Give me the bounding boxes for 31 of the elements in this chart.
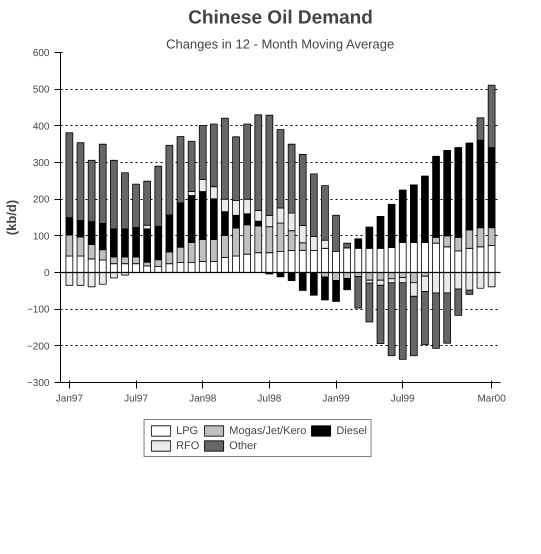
legend-label: RFO [176,439,200,452]
bar [366,282,374,322]
y-axis-title: (kb/d) [4,200,19,236]
legend-label: Diesel [336,424,367,437]
legend-label: Mogas/Jet/Kero [229,424,306,437]
legend-label: Other [229,439,257,452]
y-tick-label: 300 [32,158,50,169]
y-tick-label: −200 [26,341,50,352]
y-tick-label: 200 [32,194,50,206]
y-tick-label: 500 [32,84,50,96]
y-tick-label: −300 [26,378,50,389]
x-tick-label: Jan97 [56,394,84,404]
y-tick-label: 400 [32,121,50,132]
y-tick-label: 100 [32,231,50,242]
y-tick-label: 600 [32,48,50,59]
x-tick-label: Mar00 [477,394,506,404]
bar [188,140,196,192]
bar [143,180,152,226]
x-tick-label: Jan98 [189,394,217,404]
chart-title: Chinese Oil Demand [188,8,373,28]
y-tick-label: −100 [26,304,50,316]
chart-subtitle: Changes in 12 - Month Moving Average [166,36,394,52]
x-tick-label: Jul99 [390,394,416,404]
x-tick-label: Jul97 [124,394,148,404]
y-tick-label: 0 [44,268,50,279]
legend-label: LPG [176,424,198,437]
bar [143,228,152,263]
x-tick-label: Jan99 [322,394,350,404]
bar [354,276,362,308]
x-tick-label: Jul98 [257,394,282,404]
bar [321,276,329,300]
